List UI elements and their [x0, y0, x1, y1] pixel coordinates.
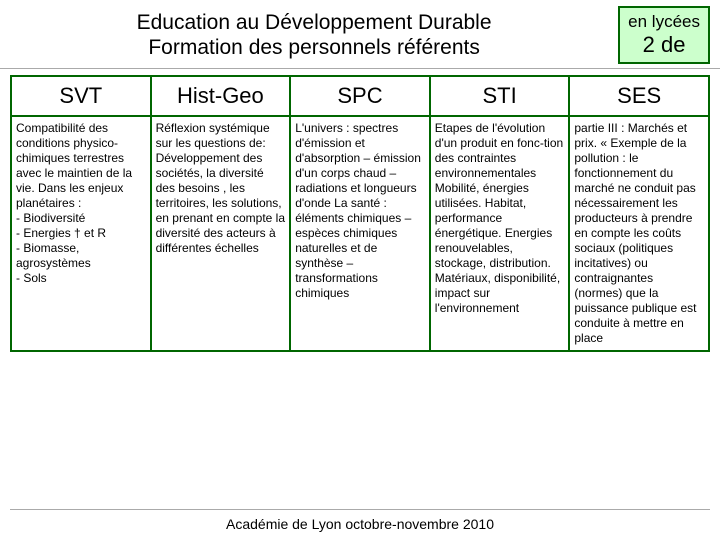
cell-spc: L'univers : spectres d'émission et d'abs…	[290, 116, 430, 351]
table-header-row: SVT Hist-Geo SPC STI SES	[11, 76, 709, 116]
cell-ses: partie III : Marchés et prix. « Exemple …	[569, 116, 709, 351]
title-line-1: Education au Développement Durable	[10, 10, 618, 35]
col-ses: SES	[569, 76, 709, 116]
cell-sti: Etapes de l'évolution d'un produit en fo…	[430, 116, 570, 351]
badge-line-2: 2 de	[628, 32, 700, 58]
title-line-2: Formation des personnels référents	[10, 35, 618, 60]
col-svt: SVT	[11, 76, 151, 116]
cell-svt: Compatibilité des conditions physico-chi…	[11, 116, 151, 351]
col-sti: STI	[430, 76, 570, 116]
col-spc: SPC	[290, 76, 430, 116]
col-histgeo: Hist-Geo	[151, 76, 291, 116]
table-container: SVT Hist-Geo SPC STI SES Compatibilité d…	[0, 69, 720, 503]
subjects-table: SVT Hist-Geo SPC STI SES Compatibilité d…	[10, 75, 710, 352]
badge-line-1: en lycées	[628, 12, 700, 32]
table-row: Compatibilité des conditions physico-chi…	[11, 116, 709, 351]
header-title: Education au Développement Durable Forma…	[10, 10, 618, 60]
footer: Académie de Lyon octobre-novembre 2010	[10, 509, 710, 540]
header: Education au Développement Durable Forma…	[0, 0, 720, 69]
cell-histgeo: Réflexion systémique sur les questions d…	[151, 116, 291, 351]
level-badge: en lycées 2 de	[618, 6, 710, 64]
